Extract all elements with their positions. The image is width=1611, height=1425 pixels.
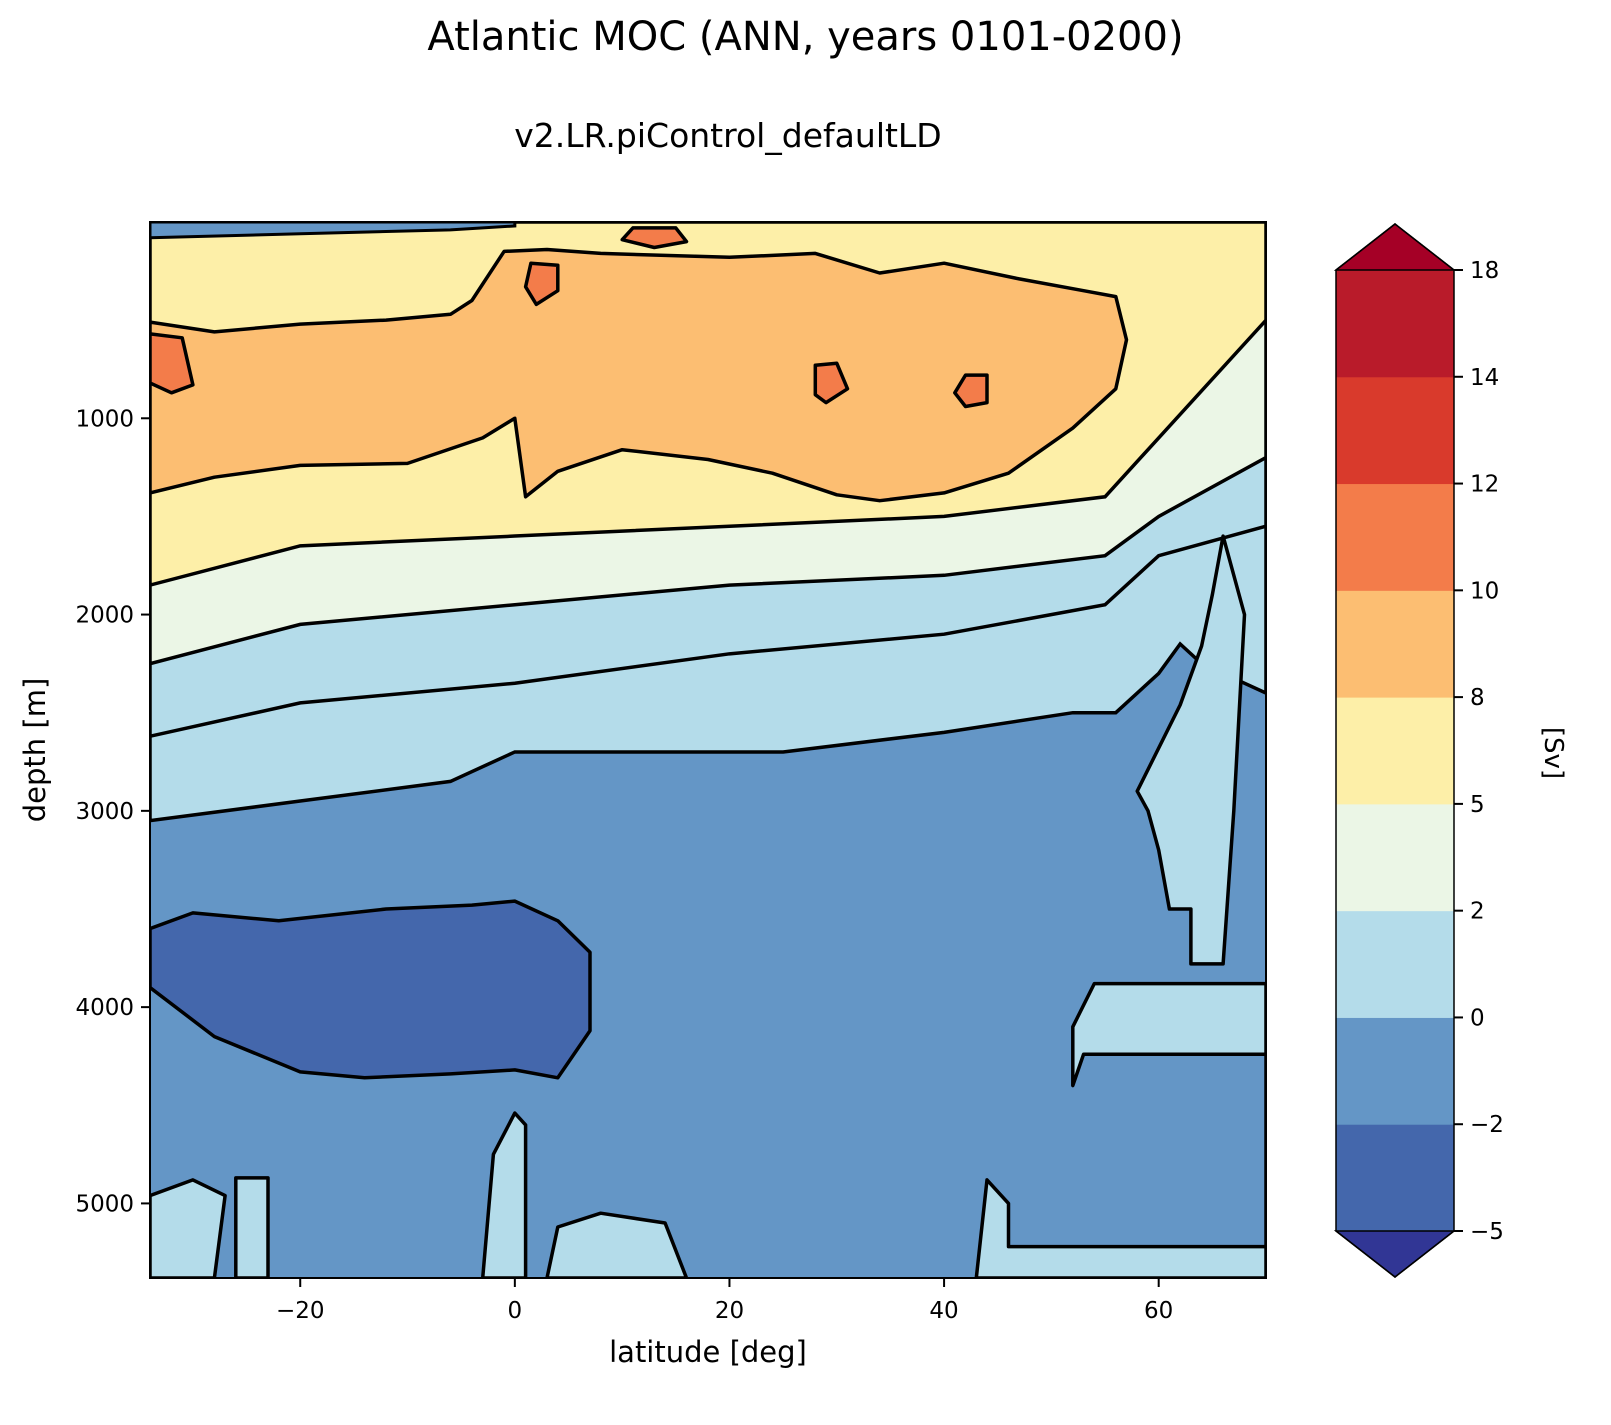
colorbar-segment xyxy=(1336,376,1454,485)
region-north-high-lat-column xyxy=(1135,534,1247,966)
x-tick-label: −20 xyxy=(276,1298,325,1324)
region-core-10-42n xyxy=(953,373,989,409)
region-top-core-10 xyxy=(620,226,689,250)
colorbar-segment xyxy=(1336,1017,1454,1125)
chart-subtitle: v2.LR.piControl_defaultLD xyxy=(514,116,942,155)
colorbar-label: [Sv] xyxy=(1538,727,1568,779)
region-deep-cell-minus2 xyxy=(150,899,592,1080)
x-axis-label: latitude [deg] xyxy=(609,1335,807,1369)
colorbar-tick-label: 0 xyxy=(1470,1005,1485,1031)
colorbar: −5 −2 0 2 5 8 10 12 14 18 xyxy=(1333,223,1504,1278)
region-bottom-water-south-2 xyxy=(234,1176,270,1278)
colorbar-under-extension xyxy=(1333,1230,1457,1278)
y-tick-label: 2000 xyxy=(75,603,134,629)
colorbar-tick-label: 8 xyxy=(1470,685,1485,711)
y-tick-label: 4000 xyxy=(75,995,134,1021)
colorbar-segment xyxy=(1336,697,1454,805)
colorbar-tick-label: −2 xyxy=(1470,1112,1504,1138)
region-upper-cell-8-10 xyxy=(150,247,1129,503)
region-bottom-water-5n xyxy=(545,1211,689,1278)
colorbar-tick-label: 14 xyxy=(1470,365,1499,391)
colorbar-tick-label: 12 xyxy=(1470,472,1499,498)
colorbar-tick-label: −5 xyxy=(1470,1219,1504,1245)
contour-fill-layer xyxy=(150,222,1266,1278)
colorbar-segment xyxy=(1336,910,1454,1018)
colorbar-tick-label: 18 xyxy=(1470,258,1499,284)
region-bottom-water-south xyxy=(150,1178,227,1278)
x-tick-label: 60 xyxy=(1144,1298,1173,1324)
x-axis-ticks: −20 0 20 40 60 xyxy=(276,1278,1173,1324)
region-north-deep-box xyxy=(974,981,1266,1278)
colorbar-segment xyxy=(1336,270,1454,378)
colorbar-over-extension xyxy=(1333,223,1457,271)
region-bottom-water-eq xyxy=(480,1111,528,1278)
colorbar-tick-label: 2 xyxy=(1470,899,1485,925)
chart-title: Atlantic MOC (ANN, years 0101-0200) xyxy=(427,14,1184,60)
region-south-core-10 xyxy=(150,332,195,395)
y-tick-label: 3000 xyxy=(75,799,134,825)
axes-frame xyxy=(149,221,1267,1279)
colorbar-tick-label: 5 xyxy=(1470,792,1485,818)
colorbar-tick-label: 10 xyxy=(1470,578,1499,604)
y-tick-label: 5000 xyxy=(75,1191,134,1217)
y-tick-label: 1000 xyxy=(75,406,134,432)
field-surface-negative xyxy=(150,222,517,240)
x-tick-label: 20 xyxy=(715,1298,744,1324)
colorbar-segment xyxy=(1336,483,1454,591)
y-axis-ticks: 1000 2000 3000 4000 5000 xyxy=(75,406,150,1217)
x-tick-label: 0 xyxy=(508,1298,523,1324)
region-core-10-28n xyxy=(813,361,850,405)
colorbar-segment xyxy=(1336,590,1454,698)
region-equator-core-10 xyxy=(523,261,560,307)
x-tick-label: 40 xyxy=(929,1298,958,1324)
y-axis-label: depth [m] xyxy=(18,678,52,823)
colorbar-segment xyxy=(1336,803,1454,912)
colorbar-segment xyxy=(1336,1124,1454,1232)
